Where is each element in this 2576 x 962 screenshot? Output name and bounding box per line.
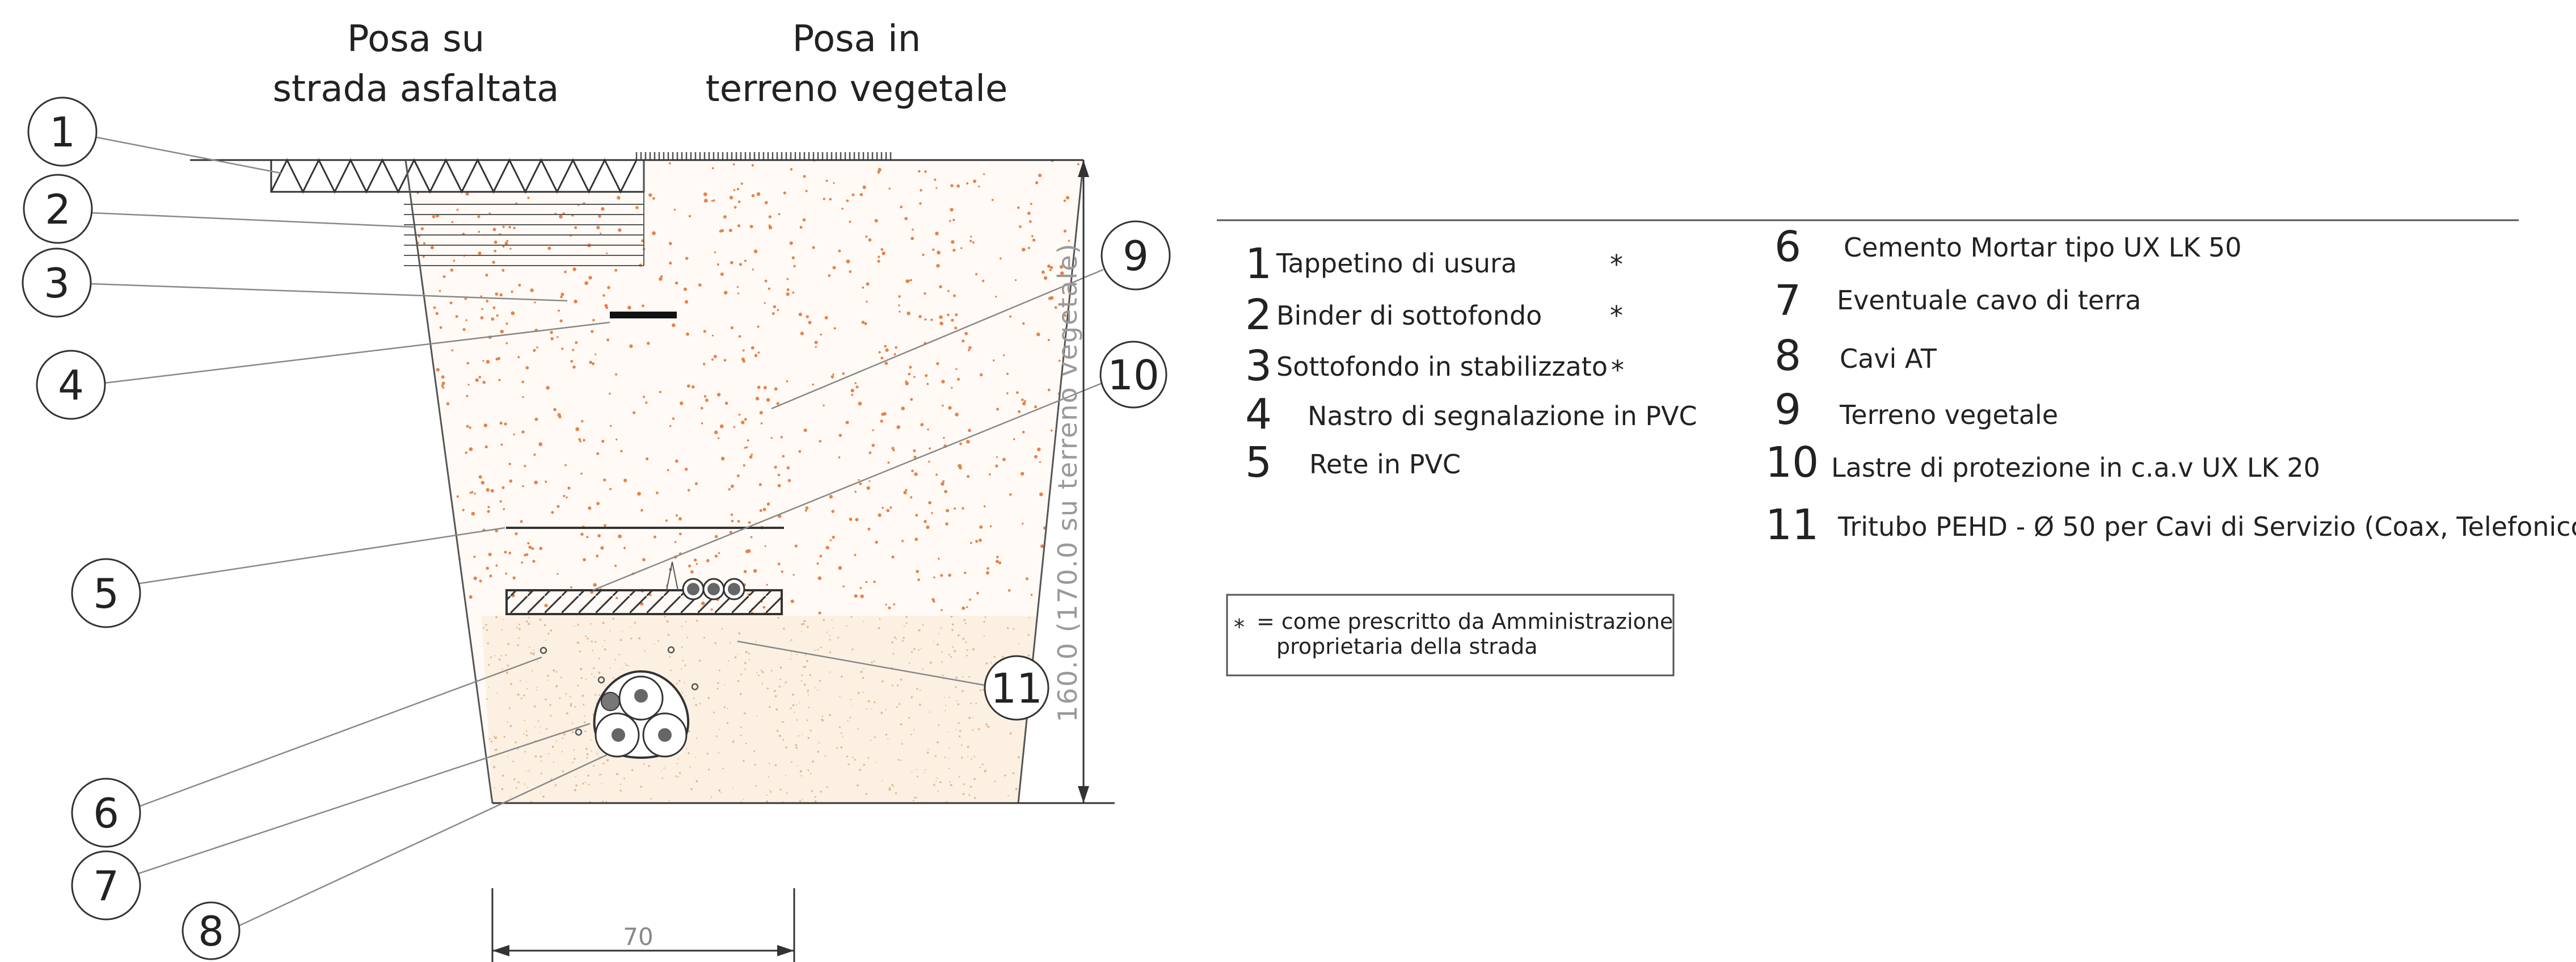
svg-text:6: 6 xyxy=(93,789,119,837)
svg-text:1: 1 xyxy=(49,108,75,156)
svg-text:3: 3 xyxy=(1245,342,1272,390)
legend-item-9: 9 Terreno vegetale xyxy=(1774,385,2058,434)
svg-text:*: * xyxy=(1610,249,1623,280)
svg-text:11: 11 xyxy=(990,665,1043,712)
hv-cables-trefoil xyxy=(593,670,690,759)
bubble-9: 9 xyxy=(1101,220,1171,291)
svg-text:8: 8 xyxy=(198,908,224,955)
svg-text:9: 9 xyxy=(1774,385,1801,434)
depth-dimension: 160.0 (170.0 su terreno vegetale) xyxy=(970,160,1115,804)
svg-text:*: * xyxy=(1610,300,1623,331)
legend-item-8: 8 Cavi AT xyxy=(1774,331,1937,380)
header-soil-line2: terreno vegetale xyxy=(706,68,1008,110)
svg-text:Sottofondo in stabilizzato: Sottofondo in stabilizzato xyxy=(1276,351,1608,382)
legend-item-6: 6 Cemento Mortar tipo UX LK 50 xyxy=(1774,222,2242,271)
protection-slab xyxy=(505,561,783,615)
tritubo-pipes xyxy=(682,578,745,600)
svg-text:4: 4 xyxy=(1245,390,1272,439)
header-asphalt-line1: Posa su xyxy=(347,18,484,60)
legend-item-11: 11 Tritubo PEHD - Ø 50 per Cavi di Servi… xyxy=(1765,501,2576,549)
warning-tape xyxy=(610,312,677,318)
svg-text:5: 5 xyxy=(1245,438,1272,487)
svg-text:1: 1 xyxy=(1245,240,1272,288)
svg-text:3: 3 xyxy=(44,259,70,307)
bubble-1: 1 xyxy=(27,96,98,167)
svg-text:Eventuale cavo di terra: Eventuale cavo di terra xyxy=(1837,285,2141,316)
legend-item-1: 1 Tappetino di usura * xyxy=(1245,240,1623,288)
legend-item-5: 5 Rete in PVC xyxy=(1245,438,1461,487)
grass-surface xyxy=(635,152,892,160)
svg-text:5: 5 xyxy=(93,570,119,617)
legend-left: 1 Tappetino di usura * 2 Binder di sotto… xyxy=(1245,240,1697,487)
note-box: * = come prescritto da Amministrazione p… xyxy=(1226,594,1675,677)
legend-item-2: 2 Binder di sottofondo * xyxy=(1245,291,1623,339)
legend-item-10: 10 Lastre di protezione in c.a.v UX LK 2… xyxy=(1765,438,2320,487)
svg-text:Rete in PVC: Rete in PVC xyxy=(1309,449,1461,480)
bubble-5: 5 xyxy=(71,558,141,628)
width-dimension-label: 70 xyxy=(623,923,653,951)
svg-text:7: 7 xyxy=(1774,276,1801,325)
legend-right: 6 Cemento Mortar tipo UX LK 50 7 Eventua… xyxy=(1765,222,2576,549)
bubble-2: 2 xyxy=(23,174,93,244)
bubble-3: 3 xyxy=(22,247,92,318)
width-dimension: 70 xyxy=(491,888,795,962)
svg-text:7: 7 xyxy=(93,862,119,910)
depth-dimension-label: 160.0 (170.0 su terreno vegetale) xyxy=(1052,242,1083,722)
bubble-4: 4 xyxy=(36,350,106,420)
svg-text:10: 10 xyxy=(1765,438,1819,487)
binder-layer xyxy=(404,160,644,266)
asphalt-wearing-course xyxy=(270,158,645,194)
leader-lines xyxy=(90,135,1104,932)
svg-text:2: 2 xyxy=(45,186,71,233)
note-star: * xyxy=(1234,615,1245,640)
bubble-8: 8 xyxy=(182,901,241,960)
bubble-11: 11 xyxy=(984,655,1049,721)
bubble-6: 6 xyxy=(71,778,141,848)
svg-text:Tritubo PEHD - Ø 50 per Cavi d: Tritubo PEHD - Ø 50 per Cavi di Servizio… xyxy=(1837,511,2576,542)
svg-text:2: 2 xyxy=(1245,291,1272,339)
earth-cable-rings xyxy=(539,646,699,736)
legend-item-3: 3 Sottofondo in stabilizzato * xyxy=(1245,342,1624,390)
svg-text:Tappetino di usura: Tappetino di usura xyxy=(1276,248,1517,279)
svg-text:Nastro di segnalazione in PVC: Nastro di segnalazione in PVC xyxy=(1308,401,1697,431)
header-asphalt-line2: strada asfaltata xyxy=(273,68,559,110)
bubble-10: 10 xyxy=(1099,341,1167,409)
svg-text:8: 8 xyxy=(1774,331,1801,380)
legend-item-4: 4 Nastro di segnalazione in PVC xyxy=(1245,390,1697,439)
svg-text:Cavi AT: Cavi AT xyxy=(1840,343,1937,374)
svg-text:9: 9 xyxy=(1123,232,1149,280)
svg-text:10: 10 xyxy=(1107,351,1160,399)
header-soil-line1: Posa in xyxy=(792,18,921,60)
svg-text:4: 4 xyxy=(58,362,84,409)
legend-item-7: 7 Eventuale cavo di terra xyxy=(1774,276,2141,325)
note-line2: proprietaria della strada xyxy=(1276,634,1538,659)
svg-text:Lastre di protezione in c.a.v: Lastre di protezione in c.a.v UX LK 20 xyxy=(1831,452,2320,483)
mortar-bed xyxy=(482,616,1036,803)
bubble-7: 7 xyxy=(71,850,141,921)
note-line1: = come prescritto da Amministrazione xyxy=(1257,609,1673,634)
svg-text:11: 11 xyxy=(1765,501,1819,549)
svg-text:Terreno vegetale: Terreno vegetale xyxy=(1839,400,2058,430)
svg-text:Cemento Mortar tipo UX LK 50: Cemento Mortar tipo UX LK 50 xyxy=(1844,232,2242,263)
svg-text:Binder di sottofondo: Binder di sottofondo xyxy=(1276,300,1542,331)
svg-text:6: 6 xyxy=(1774,222,1801,271)
svg-text:*: * xyxy=(1611,355,1624,385)
